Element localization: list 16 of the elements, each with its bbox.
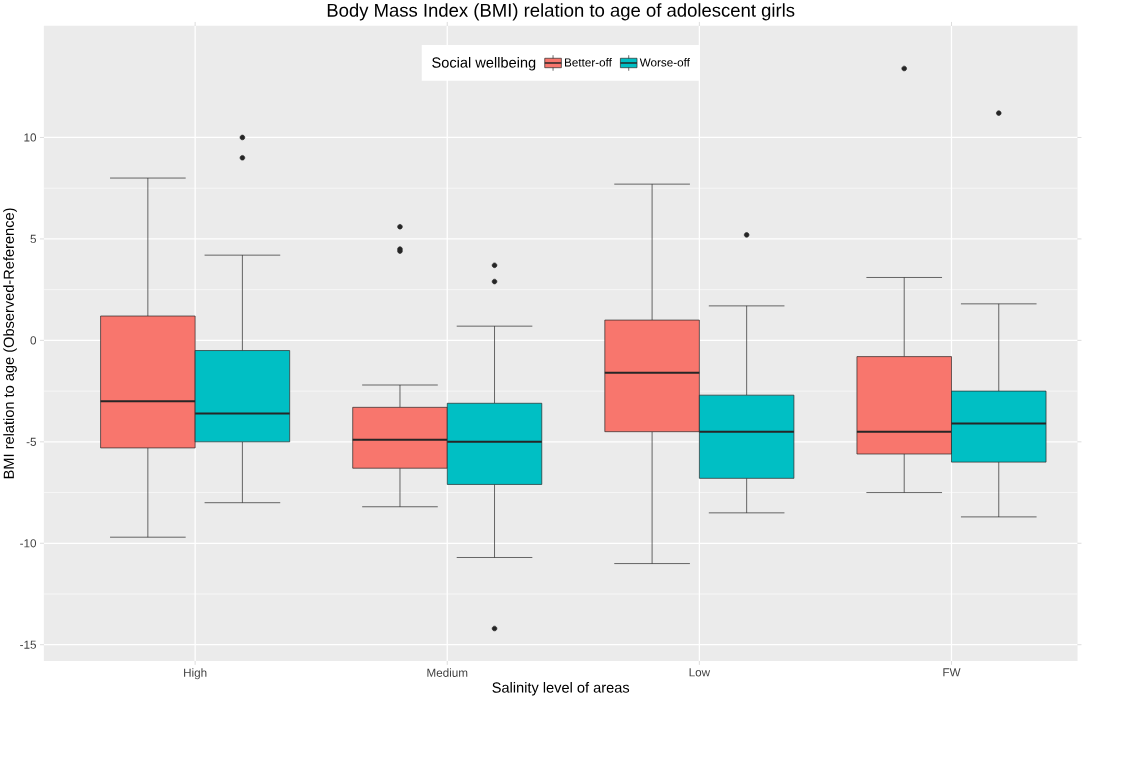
y-tick-label: 0 (30, 336, 37, 345)
y-tick-label: -5 (26, 437, 37, 447)
y-tick-label: 5 (30, 235, 37, 244)
chart-title: Body Mass Index (BMI) relation to age of adolescent girls (327, 3, 795, 21)
x-tick-label: High (184, 668, 207, 680)
x-tick-label: FW (943, 668, 961, 677)
y-tick-label: -10 (20, 539, 37, 548)
y-axis-title: BMI relation to age (Observed-Reference) (3, 208, 17, 479)
legend-label: Better-off (565, 58, 612, 67)
x-axis-title: Salinity level of areas (492, 682, 630, 696)
y-tick-label: 10 (24, 133, 37, 142)
y-tick-label: -15 (20, 640, 37, 650)
legend-title: Social wellbeing (432, 57, 536, 71)
legend-label: Worse-off (639, 58, 690, 67)
x-tick-label: Low (689, 668, 711, 677)
x-tick-label: Medium (427, 668, 468, 678)
